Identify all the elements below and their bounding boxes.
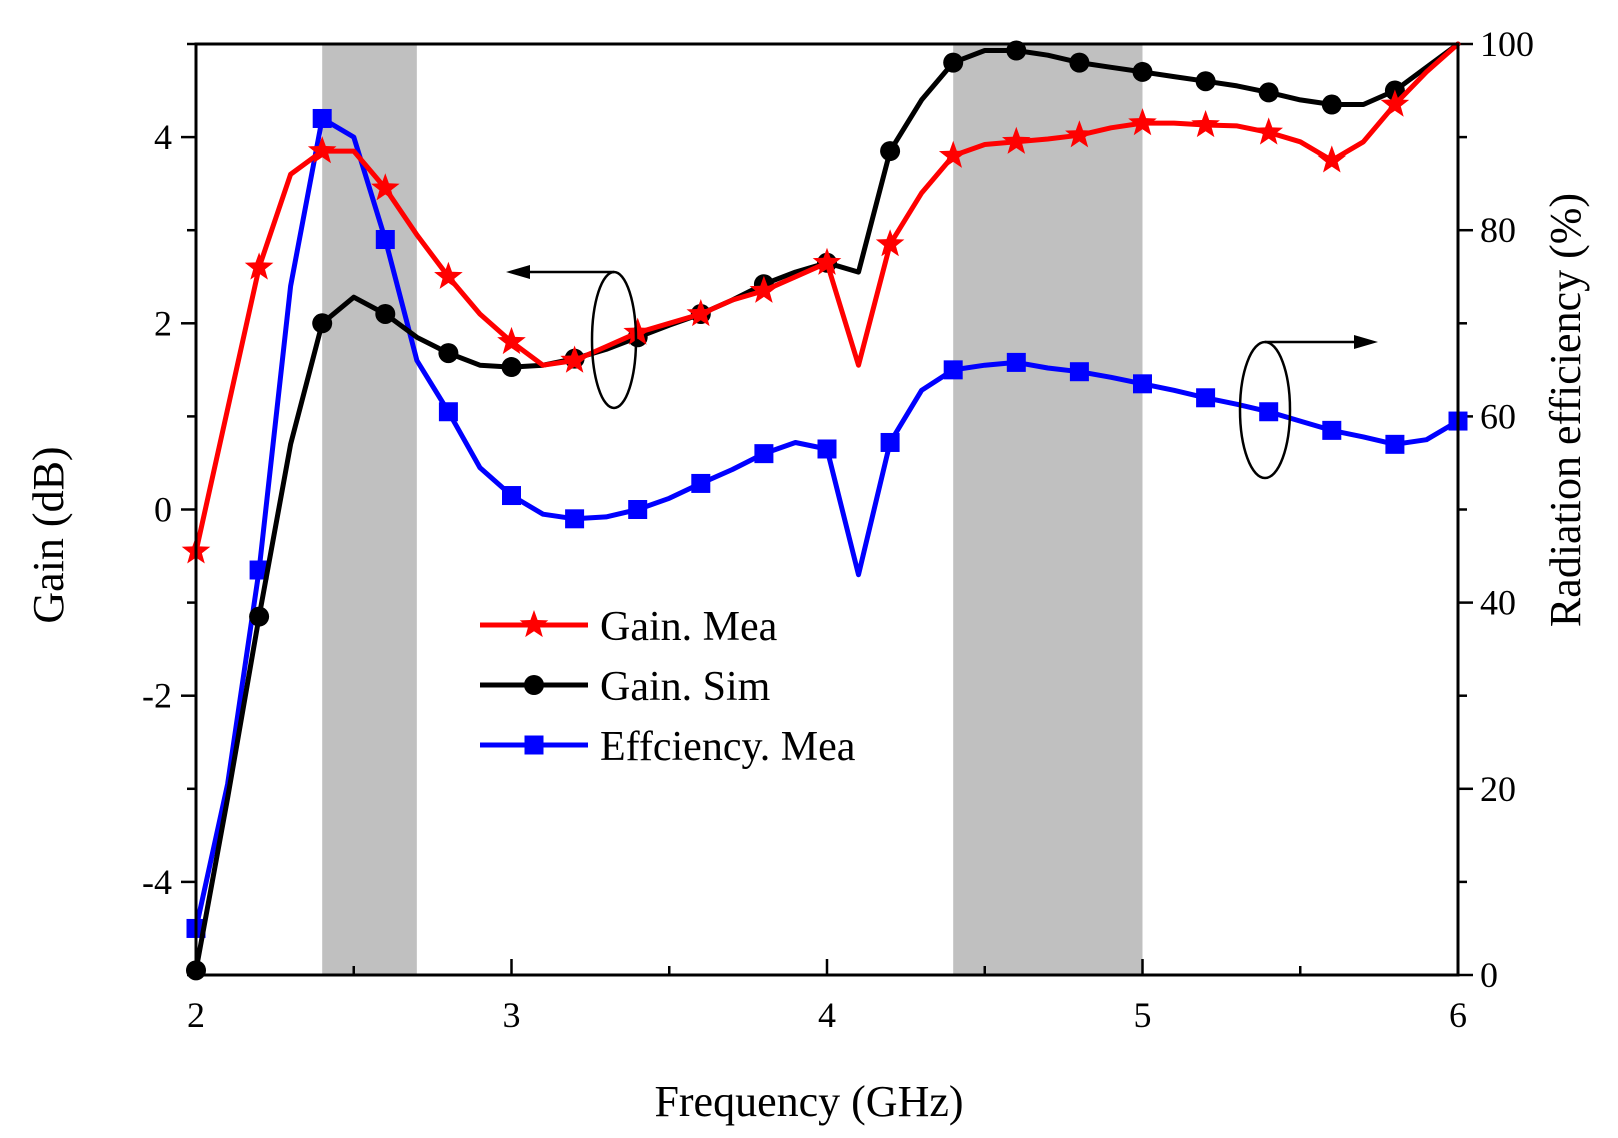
data-point-gain-sim — [1258, 82, 1279, 103]
y-left-axis-ticks: -4 -2 0 2 4 — [142, 42, 196, 977]
y-left-tick-label: -4 — [142, 862, 172, 902]
data-point-gain-mea — [1191, 110, 1220, 138]
legend-marker-gain-mea — [519, 610, 549, 638]
legend: Gain. Mea Gain. Sim Effciency. Mea — [480, 604, 856, 770]
data-point-efficiency-mea — [691, 473, 711, 493]
data-point-gain-sim — [1195, 71, 1216, 92]
legend-label-gain-sim: Gain. Sim — [600, 664, 771, 710]
x-tick-label: 5 — [1134, 995, 1152, 1035]
data-point-gain-sim — [375, 303, 396, 324]
data-point-gain-mea — [1254, 117, 1283, 145]
y-left-tick-label: 2 — [154, 303, 172, 343]
y-right-tick-label: 60 — [1480, 396, 1516, 436]
data-point-efficiency-mea — [1133, 374, 1152, 394]
data-point-efficiency-mea — [312, 108, 332, 128]
x-tick-label: 3 — [503, 995, 521, 1035]
data-point-gain-sim — [1132, 61, 1153, 82]
data-point-efficiency-mea — [628, 500, 648, 519]
data-point-gain-mea — [1065, 120, 1094, 148]
data-point-efficiency-mea — [1006, 352, 1026, 372]
data-point-efficiency-mea — [943, 360, 963, 380]
y-right-tick-label: 100 — [1480, 24, 1534, 64]
data-point-efficiency-mea — [880, 432, 900, 452]
legend-marker-gain-sim — [524, 675, 544, 695]
data-point-efficiency-mea — [1385, 434, 1405, 454]
data-point-gain-sim — [438, 343, 459, 364]
data-point-gain-sim — [943, 52, 964, 73]
data-point-efficiency-mea — [249, 560, 269, 580]
data-point-gain-mea — [1380, 89, 1410, 117]
data-point-gain-mea — [1128, 108, 1157, 136]
data-point-gain-sim — [1321, 94, 1342, 115]
x-tick-label: 2 — [187, 995, 205, 1035]
data-point-efficiency-mea — [754, 444, 774, 464]
x-tick-label: 6 — [1449, 995, 1467, 1035]
series-layer — [181, 40, 1468, 981]
legend-label-efficiency-mea: Effciency. Mea — [600, 724, 856, 770]
y-right-axis-ticks: 0 20 40 60 80 100 — [1458, 24, 1534, 995]
legend-label-gain-mea: Gain. Mea — [600, 604, 778, 650]
x-axis-title: Frequency (GHz) — [654, 1077, 963, 1126]
series-gain-mea — [181, 41, 1461, 564]
legend-item-efficiency-mea: Effciency. Mea — [480, 724, 856, 770]
shaded-band-1 — [322, 44, 417, 975]
legend-marker-efficiency-mea — [524, 735, 544, 755]
data-point-gain-mea — [497, 326, 526, 355]
y-right-tick-label: 20 — [1480, 769, 1516, 809]
y-left-tick-label: -2 — [142, 676, 172, 716]
data-point-gain-sim — [1069, 52, 1090, 73]
data-point-gain-sim — [249, 606, 270, 627]
data-point-gain-sim — [880, 141, 901, 162]
data-point-efficiency-mea — [1259, 402, 1279, 422]
data-point-gain-mea — [875, 229, 905, 257]
data-point-efficiency-mea — [502, 486, 521, 506]
data-point-gain-mea — [749, 275, 779, 303]
x-tick-label: 4 — [818, 995, 836, 1035]
data-point-gain-mea — [434, 261, 463, 289]
annotations — [506, 265, 1378, 480]
data-point-gain-sim — [312, 313, 333, 334]
y-left-tick-label: 4 — [154, 117, 172, 157]
data-point-gain-mea — [623, 317, 652, 345]
data-point-gain-mea — [812, 247, 842, 275]
y-right-tick-label: 80 — [1480, 210, 1516, 250]
data-point-gain-sim — [501, 357, 522, 378]
data-point-gain-mea — [938, 140, 968, 168]
y-axis-title: Gain (dB) — [24, 446, 73, 623]
legend-item-gain-mea: Gain. Mea — [480, 604, 778, 650]
y-left-tick-label: 0 — [154, 490, 172, 530]
legend-item-gain-sim: Gain. Sim — [480, 664, 771, 710]
data-point-gain-mea — [686, 299, 716, 327]
series-line-gain-mea — [193, 41, 1461, 554]
data-point-gain-mea — [1317, 145, 1347, 173]
shaded-band-2 — [953, 44, 1143, 975]
data-point-efficiency-mea — [565, 509, 585, 529]
data-point-gain-mea — [307, 136, 337, 164]
data-point-efficiency-mea — [1069, 362, 1089, 382]
y-right-tick-label: 0 — [1480, 955, 1498, 995]
y-right-tick-label: 40 — [1480, 583, 1516, 623]
data-point-efficiency-mea — [438, 402, 458, 422]
data-point-gain-mea — [371, 173, 400, 201]
data-point-gain-mea — [1002, 126, 1031, 154]
data-point-gain-mea — [244, 252, 274, 280]
data-point-gain-mea — [560, 345, 589, 373]
left-axis-indicator-arrowhead — [506, 265, 530, 279]
data-point-efficiency-mea — [1322, 420, 1342, 440]
data-point-efficiency-mea — [1196, 388, 1216, 408]
data-point-efficiency-mea — [375, 230, 395, 250]
right-axis-indicator-arrowhead — [1354, 335, 1378, 349]
data-point-gain-sim — [1006, 40, 1027, 61]
plot-frame — [194, 42, 1460, 977]
shaded-bands — [322, 44, 1143, 975]
data-point-efficiency-mea — [817, 439, 837, 459]
y2-axis-title: Radiation efficiency (%) — [1541, 193, 1590, 627]
